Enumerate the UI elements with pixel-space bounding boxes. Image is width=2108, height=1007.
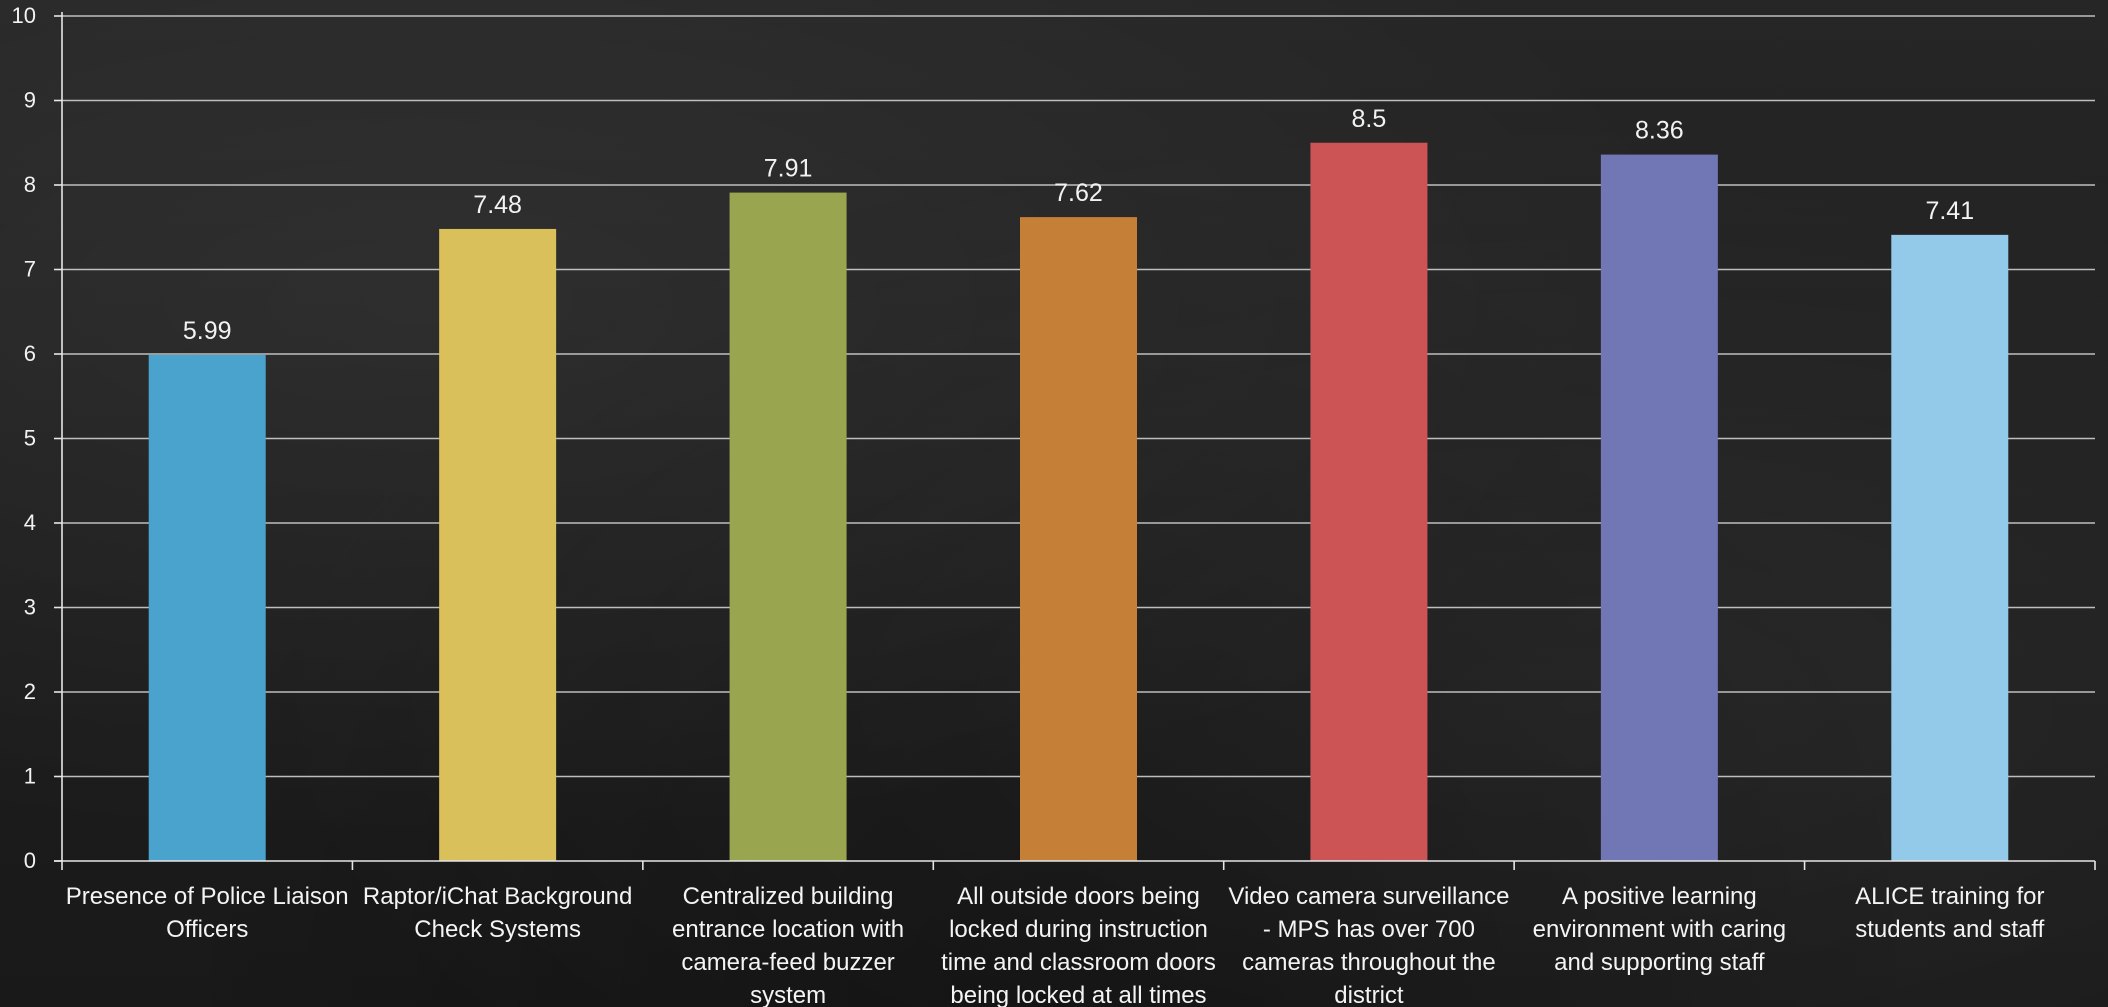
- data-label: 8.36: [1635, 117, 1684, 145]
- bar: [1891, 234, 2009, 862]
- y-tick-label: 4: [24, 510, 36, 535]
- y-tick-label: 8: [24, 172, 36, 197]
- y-tick-label: 6: [24, 341, 36, 366]
- bar: [729, 192, 847, 862]
- x-category-label-line: system: [750, 982, 826, 1007]
- x-category-label-line: environment with caring: [1533, 916, 1786, 943]
- data-label: 7.41: [1925, 197, 1974, 225]
- x-category-label: Centralized building entrance location wi…: [672, 883, 904, 1007]
- bar: [1310, 142, 1428, 861]
- x-category-label-line: Officers: [166, 916, 248, 943]
- x-category-label-line: All outside doors being: [957, 883, 1200, 910]
- x-category-label-line: entrance location with: [672, 916, 904, 943]
- x-category-label: ALICE training for students and staff: [1855, 883, 2045, 943]
- data-label: 5.99: [183, 317, 232, 345]
- x-category-label-line: A positive learning: [1562, 883, 1757, 910]
- bar: [1020, 217, 1137, 862]
- x-category-label-line: locked during instruction: [949, 916, 1208, 943]
- x-category-label-line: ALICE training for: [1855, 883, 2044, 910]
- x-category-label: Presence of Police Liaison Officers: [66, 883, 349, 943]
- bars: [148, 142, 2009, 862]
- x-category-label-line: time and classroom doors: [941, 949, 1216, 976]
- data-label: 7.62: [1054, 179, 1103, 207]
- x-category-label-line: Video camera surveillance: [1228, 883, 1509, 910]
- y-tick-label: 7: [24, 257, 36, 282]
- x-category-label-line: and supporting staff: [1554, 949, 1765, 976]
- axes: [54, 12, 2096, 870]
- x-category-label-line: Raptor/iChat Background: [363, 883, 632, 910]
- x-category-label: Video camera surveillance - MPS has over …: [1228, 883, 1509, 1007]
- x-category-label: All outside doors being locked during ins…: [941, 883, 1216, 1007]
- x-category-label-line: - MPS has over 700: [1263, 916, 1475, 943]
- data-label: 7.91: [764, 155, 813, 183]
- labels: 0 1 2 3 4 5 6 7 8 9 10 5.99 Presence of Police Liais…: [12, 3, 2045, 1007]
- data-label: 8.5: [1352, 105, 1387, 133]
- x-category-label-line: cameras throughout the: [1242, 949, 1496, 976]
- x-category-label-line: being locked at all times: [950, 982, 1206, 1007]
- bar: [1600, 154, 1718, 861]
- x-category-label-line: Presence of Police Liaison: [66, 883, 349, 910]
- x-category-label-line: camera-feed buzzer: [681, 949, 894, 976]
- y-tick-label: 10: [12, 3, 36, 28]
- x-category-label: A positive learning environment with cari…: [1533, 883, 1786, 976]
- x-category-label-line: students and staff: [1855, 916, 2044, 943]
- data-label: 7.48: [473, 191, 522, 219]
- bar: [148, 354, 266, 861]
- y-tick-label: 0: [24, 848, 36, 873]
- bar: [439, 228, 557, 861]
- y-tick-label: 3: [24, 595, 36, 620]
- x-category-label-line: Check Systems: [414, 916, 581, 943]
- y-tick-label: 5: [24, 426, 36, 451]
- x-category-label-line: district: [1334, 982, 1404, 1007]
- y-tick-label: 9: [24, 88, 36, 113]
- x-category-label: Raptor/iChat Background Check Systems: [363, 883, 632, 943]
- x-category-label-line: Centralized building: [683, 883, 894, 910]
- y-tick-label: 1: [24, 764, 36, 789]
- y-tick-label: 2: [24, 679, 36, 704]
